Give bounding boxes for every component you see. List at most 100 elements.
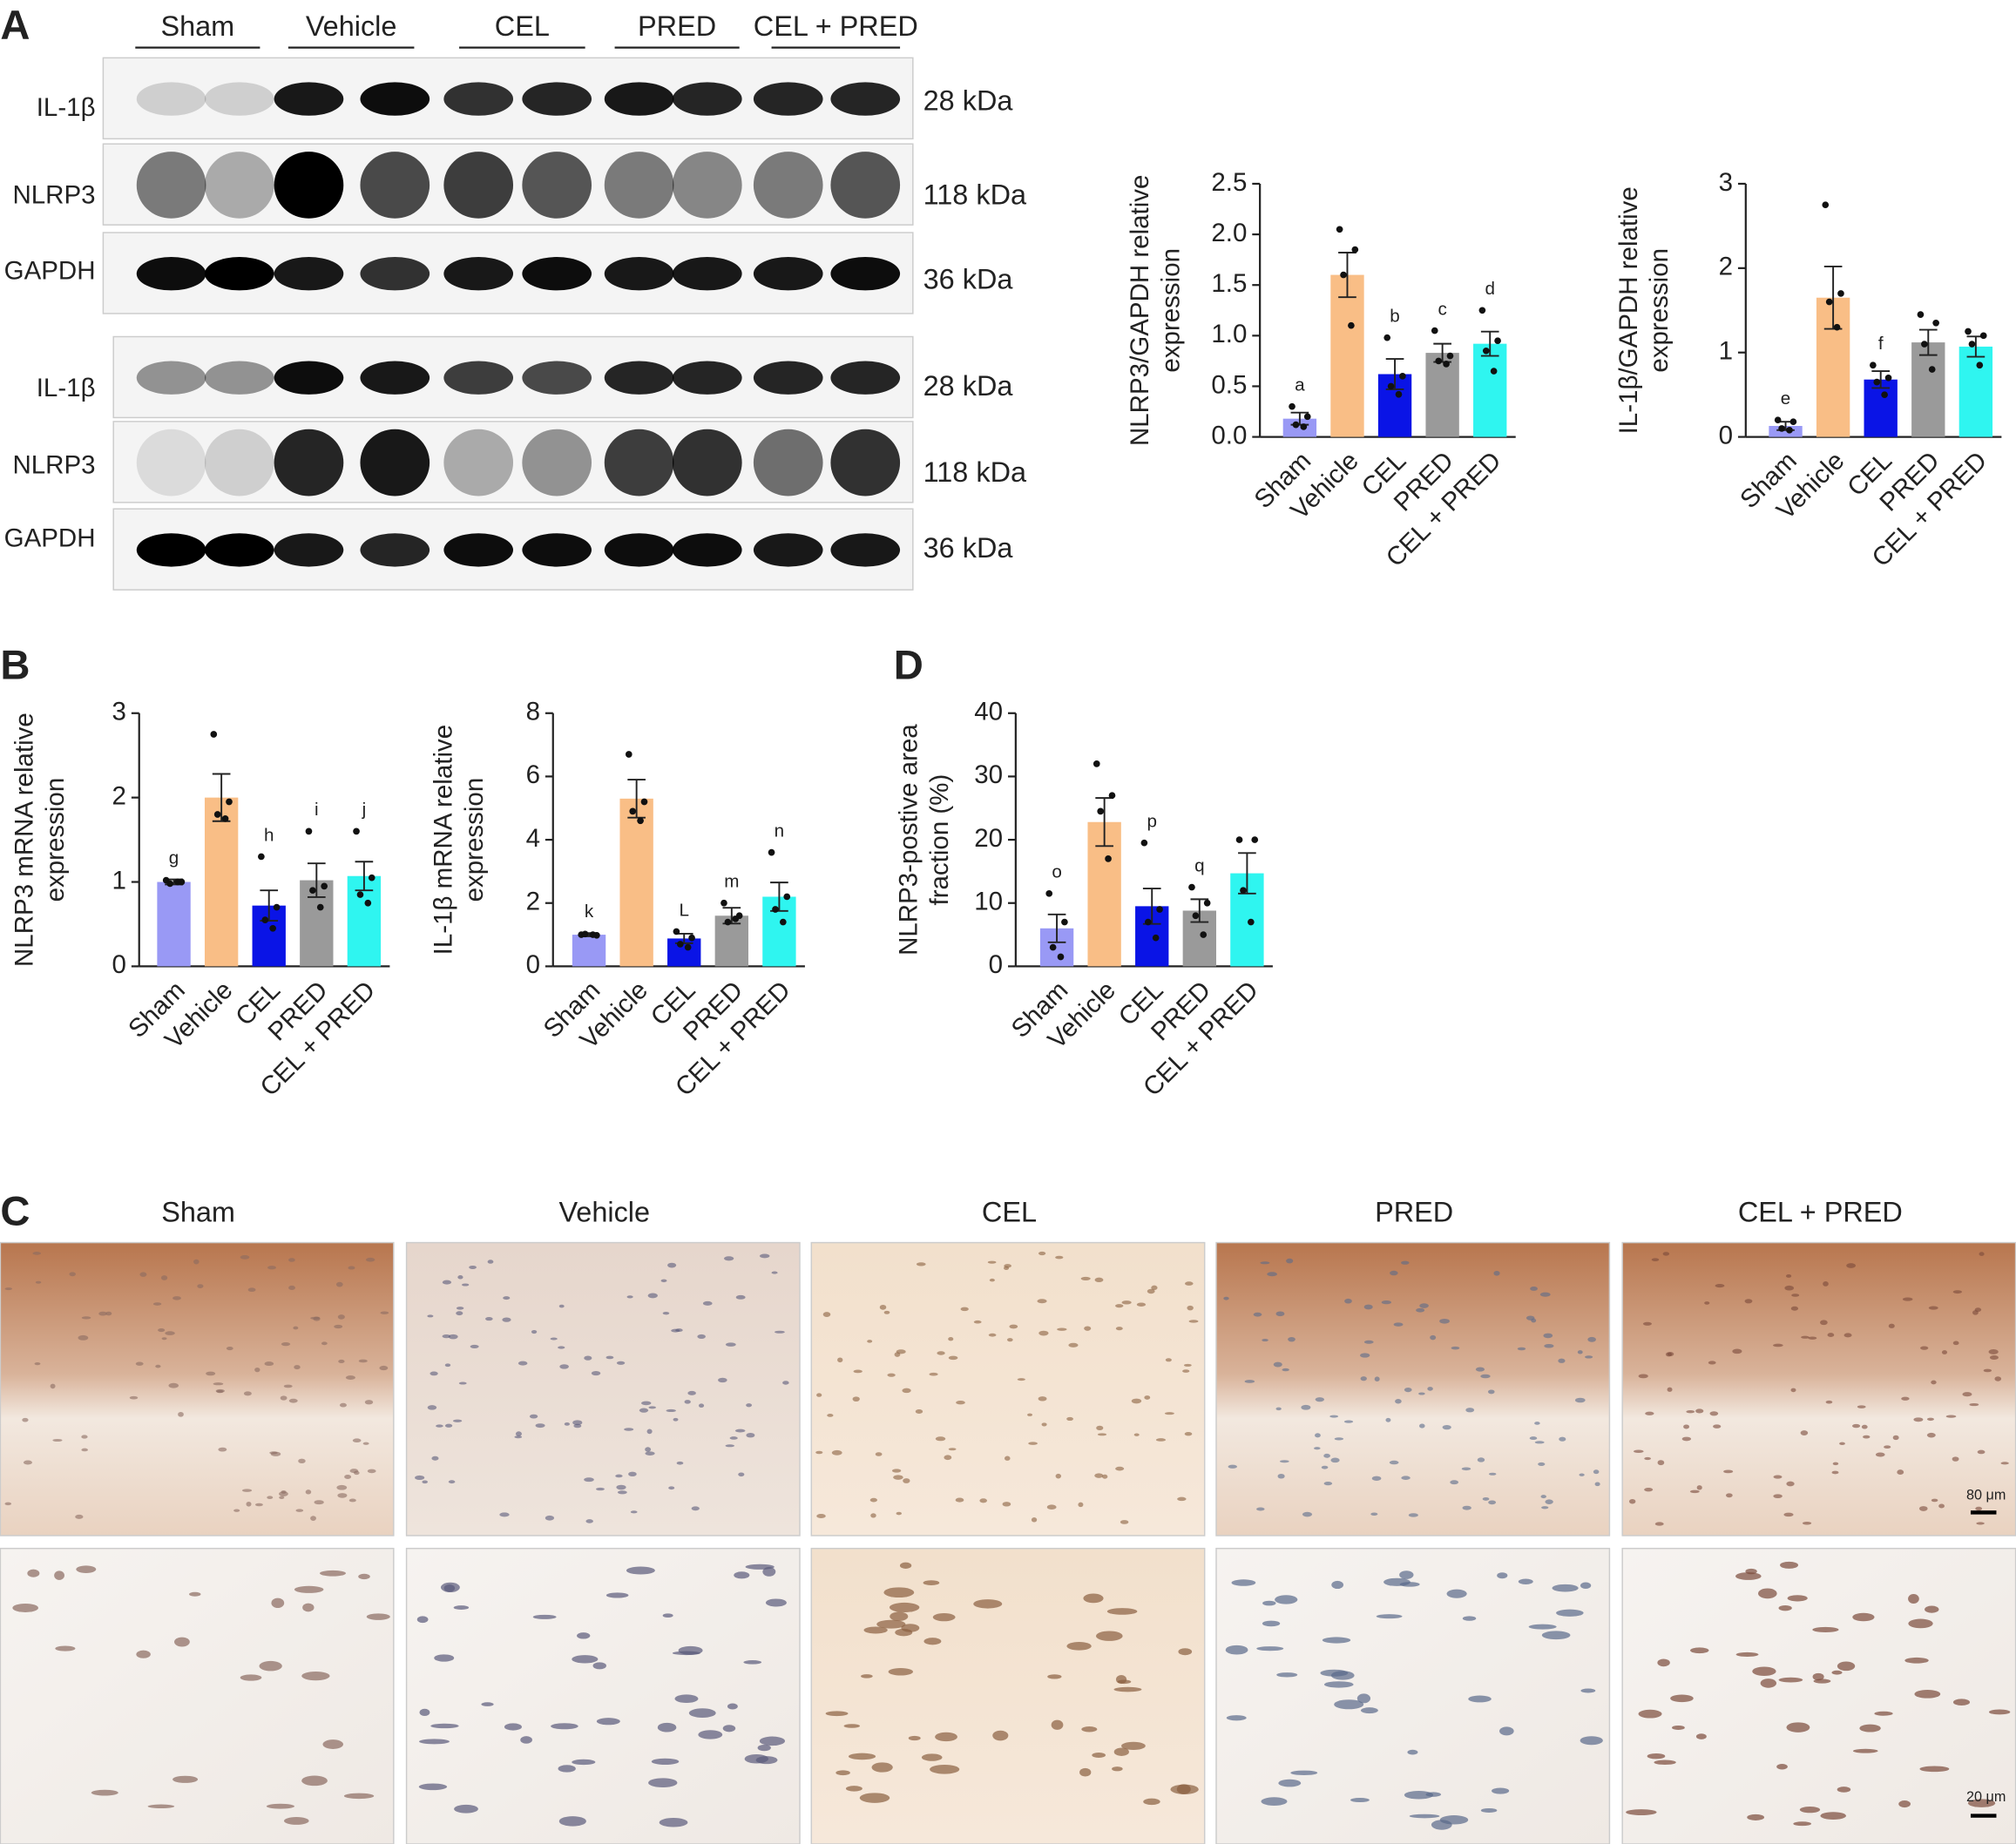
cell	[1418, 1392, 1425, 1395]
cell	[923, 1580, 940, 1586]
cell	[1645, 1411, 1654, 1415]
cell	[69, 1272, 76, 1277]
data-point	[1105, 855, 1112, 862]
data-point	[1443, 361, 1450, 368]
cell	[288, 1258, 295, 1262]
cell	[1802, 1522, 1812, 1525]
cell	[233, 1509, 240, 1512]
cell	[626, 1295, 633, 1299]
cell	[98, 1311, 107, 1316]
cell	[932, 1612, 956, 1622]
cell	[1945, 1415, 1957, 1418]
cell	[1003, 1266, 1010, 1271]
cell	[518, 1361, 528, 1366]
cell	[444, 1363, 451, 1368]
cell	[1593, 1469, 1600, 1475]
cell	[1395, 1399, 1402, 1404]
cell	[189, 1591, 201, 1597]
data-point	[768, 848, 775, 856]
bar	[1769, 425, 1803, 437]
blot-band	[136, 152, 206, 219]
cell	[725, 1444, 735, 1448]
cell	[54, 1570, 64, 1580]
cell	[1430, 1334, 1437, 1341]
cell	[762, 1567, 776, 1577]
cell	[1975, 1506, 1983, 1511]
cell	[667, 1262, 677, 1268]
cell	[379, 1365, 389, 1371]
cell	[240, 1674, 262, 1681]
cell	[358, 1573, 370, 1580]
y-tick-label: 2	[1719, 253, 1733, 281]
cell	[1544, 1343, 1554, 1348]
cell	[504, 1723, 522, 1731]
data-point	[1446, 352, 1454, 360]
cell	[1092, 1753, 1106, 1759]
cell	[448, 1480, 456, 1484]
cell	[1096, 1425, 1104, 1431]
cell	[4, 1502, 12, 1506]
cell	[1892, 1435, 1899, 1441]
cell	[1926, 1417, 1934, 1422]
cell	[896, 1511, 903, 1516]
cell	[22, 1417, 29, 1422]
cell	[1556, 1609, 1584, 1617]
cell	[1262, 1600, 1276, 1606]
blot-band	[443, 361, 514, 395]
cell	[765, 1598, 787, 1607]
cell	[673, 1417, 679, 1422]
cell	[1859, 1724, 1881, 1733]
cell	[226, 1346, 233, 1351]
cell	[616, 1484, 626, 1490]
cell	[440, 1582, 460, 1593]
cell	[457, 1275, 463, 1280]
cell	[427, 1405, 437, 1410]
cell	[1244, 1380, 1255, 1383]
data-point	[1395, 390, 1403, 398]
cell	[1644, 1456, 1651, 1461]
cell	[1823, 1280, 1829, 1287]
cell	[1914, 1689, 1941, 1699]
blot-group-label: Sham	[160, 10, 234, 42]
y-tick-label: 30	[974, 760, 1003, 789]
data-point	[732, 915, 740, 922]
significance-letter: e	[1781, 388, 1790, 409]
cell	[431, 1456, 439, 1461]
cell	[305, 1489, 312, 1495]
cell	[1084, 1326, 1092, 1331]
cell	[551, 1723, 578, 1730]
y-axis-label: IL-1β mRNA relative	[430, 725, 458, 956]
cell	[859, 1793, 890, 1803]
cell	[1363, 1340, 1374, 1344]
blot-band	[274, 82, 344, 116]
cell	[267, 1266, 276, 1270]
cell	[698, 1730, 723, 1739]
cell	[1323, 1681, 1354, 1688]
data-point	[1870, 361, 1877, 369]
cell	[158, 1327, 166, 1333]
cell	[349, 1469, 359, 1474]
cell	[81, 1448, 88, 1452]
cell	[1031, 1517, 1038, 1523]
cell	[1799, 1807, 1821, 1814]
cell	[662, 1311, 670, 1315]
cell	[1468, 1695, 1492, 1703]
error-bar	[1385, 358, 1404, 390]
cell	[1462, 1616, 1477, 1621]
cell	[91, 1789, 118, 1796]
cell	[1539, 1292, 1551, 1297]
panel-label: B	[0, 643, 30, 689]
cell	[1839, 1442, 1845, 1446]
cell	[1863, 1435, 1871, 1439]
cell	[577, 1632, 591, 1639]
cell	[659, 1818, 688, 1827]
cell	[515, 1431, 522, 1437]
cell	[23, 1460, 32, 1465]
blot-band	[443, 533, 514, 567]
data-point	[1108, 792, 1116, 800]
cell	[1952, 1456, 1959, 1462]
cell	[1898, 1800, 1911, 1808]
cell	[1331, 1580, 1344, 1590]
cell	[1732, 1348, 1742, 1354]
